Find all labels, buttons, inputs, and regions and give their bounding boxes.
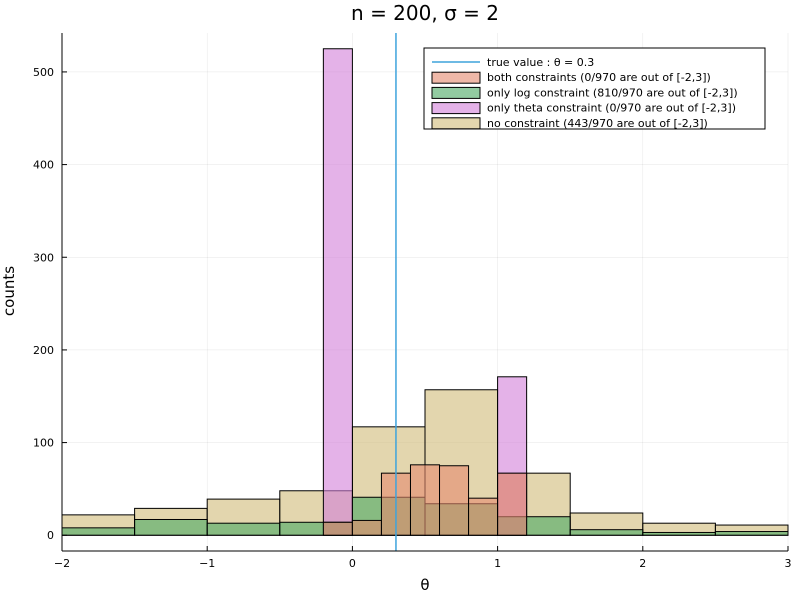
histogram-bar	[569, 529, 644, 536]
y-tick-label: 200	[33, 344, 54, 357]
y-axis-label: counts	[0, 266, 18, 316]
histogram-bar	[642, 531, 716, 536]
tick-labels: −2 −1 0 1 2 3 0 100 200 300 400 500	[33, 66, 792, 570]
histogram-bar	[351, 519, 382, 536]
histogram-bar	[206, 522, 281, 536]
legend-entry-label: only log constraint (810/970 are out of …	[487, 86, 738, 99]
legend: true value : θ = 0.3 both constraints (0/…	[423, 47, 766, 130]
y-tick-label: 500	[33, 66, 54, 79]
histogram-bars	[61, 48, 789, 536]
x-tick-label: 3	[785, 557, 792, 570]
x-tick-label: −2	[54, 557, 70, 570]
histogram-bar	[497, 472, 528, 536]
y-tick-label: 400	[33, 159, 54, 172]
x-tick-label: 1	[494, 557, 501, 570]
legend-entry-label: true value : θ = 0.3	[487, 56, 594, 69]
legend-swatch	[431, 86, 481, 99]
histogram-bar	[134, 518, 208, 536]
x-tick-label: 0	[349, 557, 356, 570]
legend-entry-label: only theta constraint (0/970 are out of …	[487, 102, 736, 115]
histogram-bar	[61, 527, 136, 536]
legend-entry-label: both constraints (0/970 are out of [-2,3…	[487, 71, 711, 84]
histogram-bar	[322, 48, 353, 536]
legend-swatch	[431, 71, 481, 84]
legend-box	[423, 47, 766, 130]
legend-entry-label: no constraint (443/970 are out of [-2,3]…	[487, 117, 708, 130]
histogram-bar	[322, 521, 353, 536]
legend-swatch	[431, 117, 481, 130]
y-tick-label: 300	[33, 251, 54, 264]
histogram-bar	[439, 465, 470, 536]
histogram-bar	[468, 497, 499, 536]
x-axis-label: θ	[420, 576, 429, 594]
y-tick-label: 100	[33, 437, 54, 450]
legend-swatch	[431, 102, 481, 115]
y-tick-label: 0	[47, 529, 54, 542]
axes	[61, 33, 789, 552]
x-tick-label: 2	[639, 557, 646, 570]
x-tick-label: −1	[199, 557, 215, 570]
histogram-bar	[409, 464, 441, 536]
histogram-bar	[714, 531, 789, 536]
chart-title: n = 200, σ = 2	[351, 1, 499, 25]
